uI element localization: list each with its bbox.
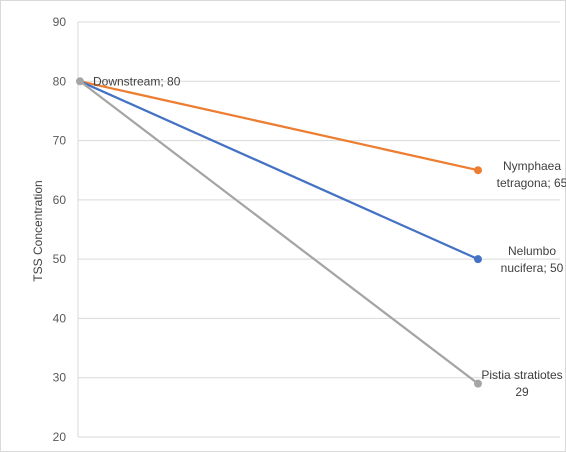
- data-label: Nelumbo: [508, 244, 556, 258]
- series-line: [79, 80, 479, 385]
- series-line: [79, 80, 479, 261]
- y-axis-title: TSS Concentration: [31, 180, 45, 281]
- data-point: [474, 166, 482, 175]
- series: [76, 77, 482, 388]
- y-tick-label: 50: [53, 252, 67, 266]
- data-label: Pistia stratiotes: [481, 368, 562, 382]
- y-tick-label: 30: [53, 371, 67, 385]
- data-label: 29: [515, 385, 529, 399]
- series-line: [79, 80, 479, 172]
- y-tick-label: 20: [53, 430, 67, 444]
- data-label: tetragona; 65: [497, 176, 566, 190]
- gridlines: [78, 21, 560, 438]
- data-point: [474, 255, 482, 264]
- y-tick-label: 80: [53, 74, 67, 88]
- y-tick-label: 60: [53, 193, 67, 207]
- y-tick-label: 70: [53, 134, 67, 148]
- data-labels: Downstream; 80 Nymphaea tetragona; 65 Nelum…: [93, 74, 566, 399]
- y-tick-label: 90: [53, 15, 67, 29]
- data-label: Nymphaea: [503, 159, 561, 173]
- y-axis-ticks: 20 30 40 50 60 70 80 90: [53, 15, 67, 444]
- data-point: [474, 379, 482, 388]
- data-label: nucifera; 50: [501, 261, 564, 275]
- data-point: [76, 77, 84, 86]
- y-tick-label: 40: [53, 311, 67, 325]
- data-label: Downstream; 80: [93, 74, 181, 88]
